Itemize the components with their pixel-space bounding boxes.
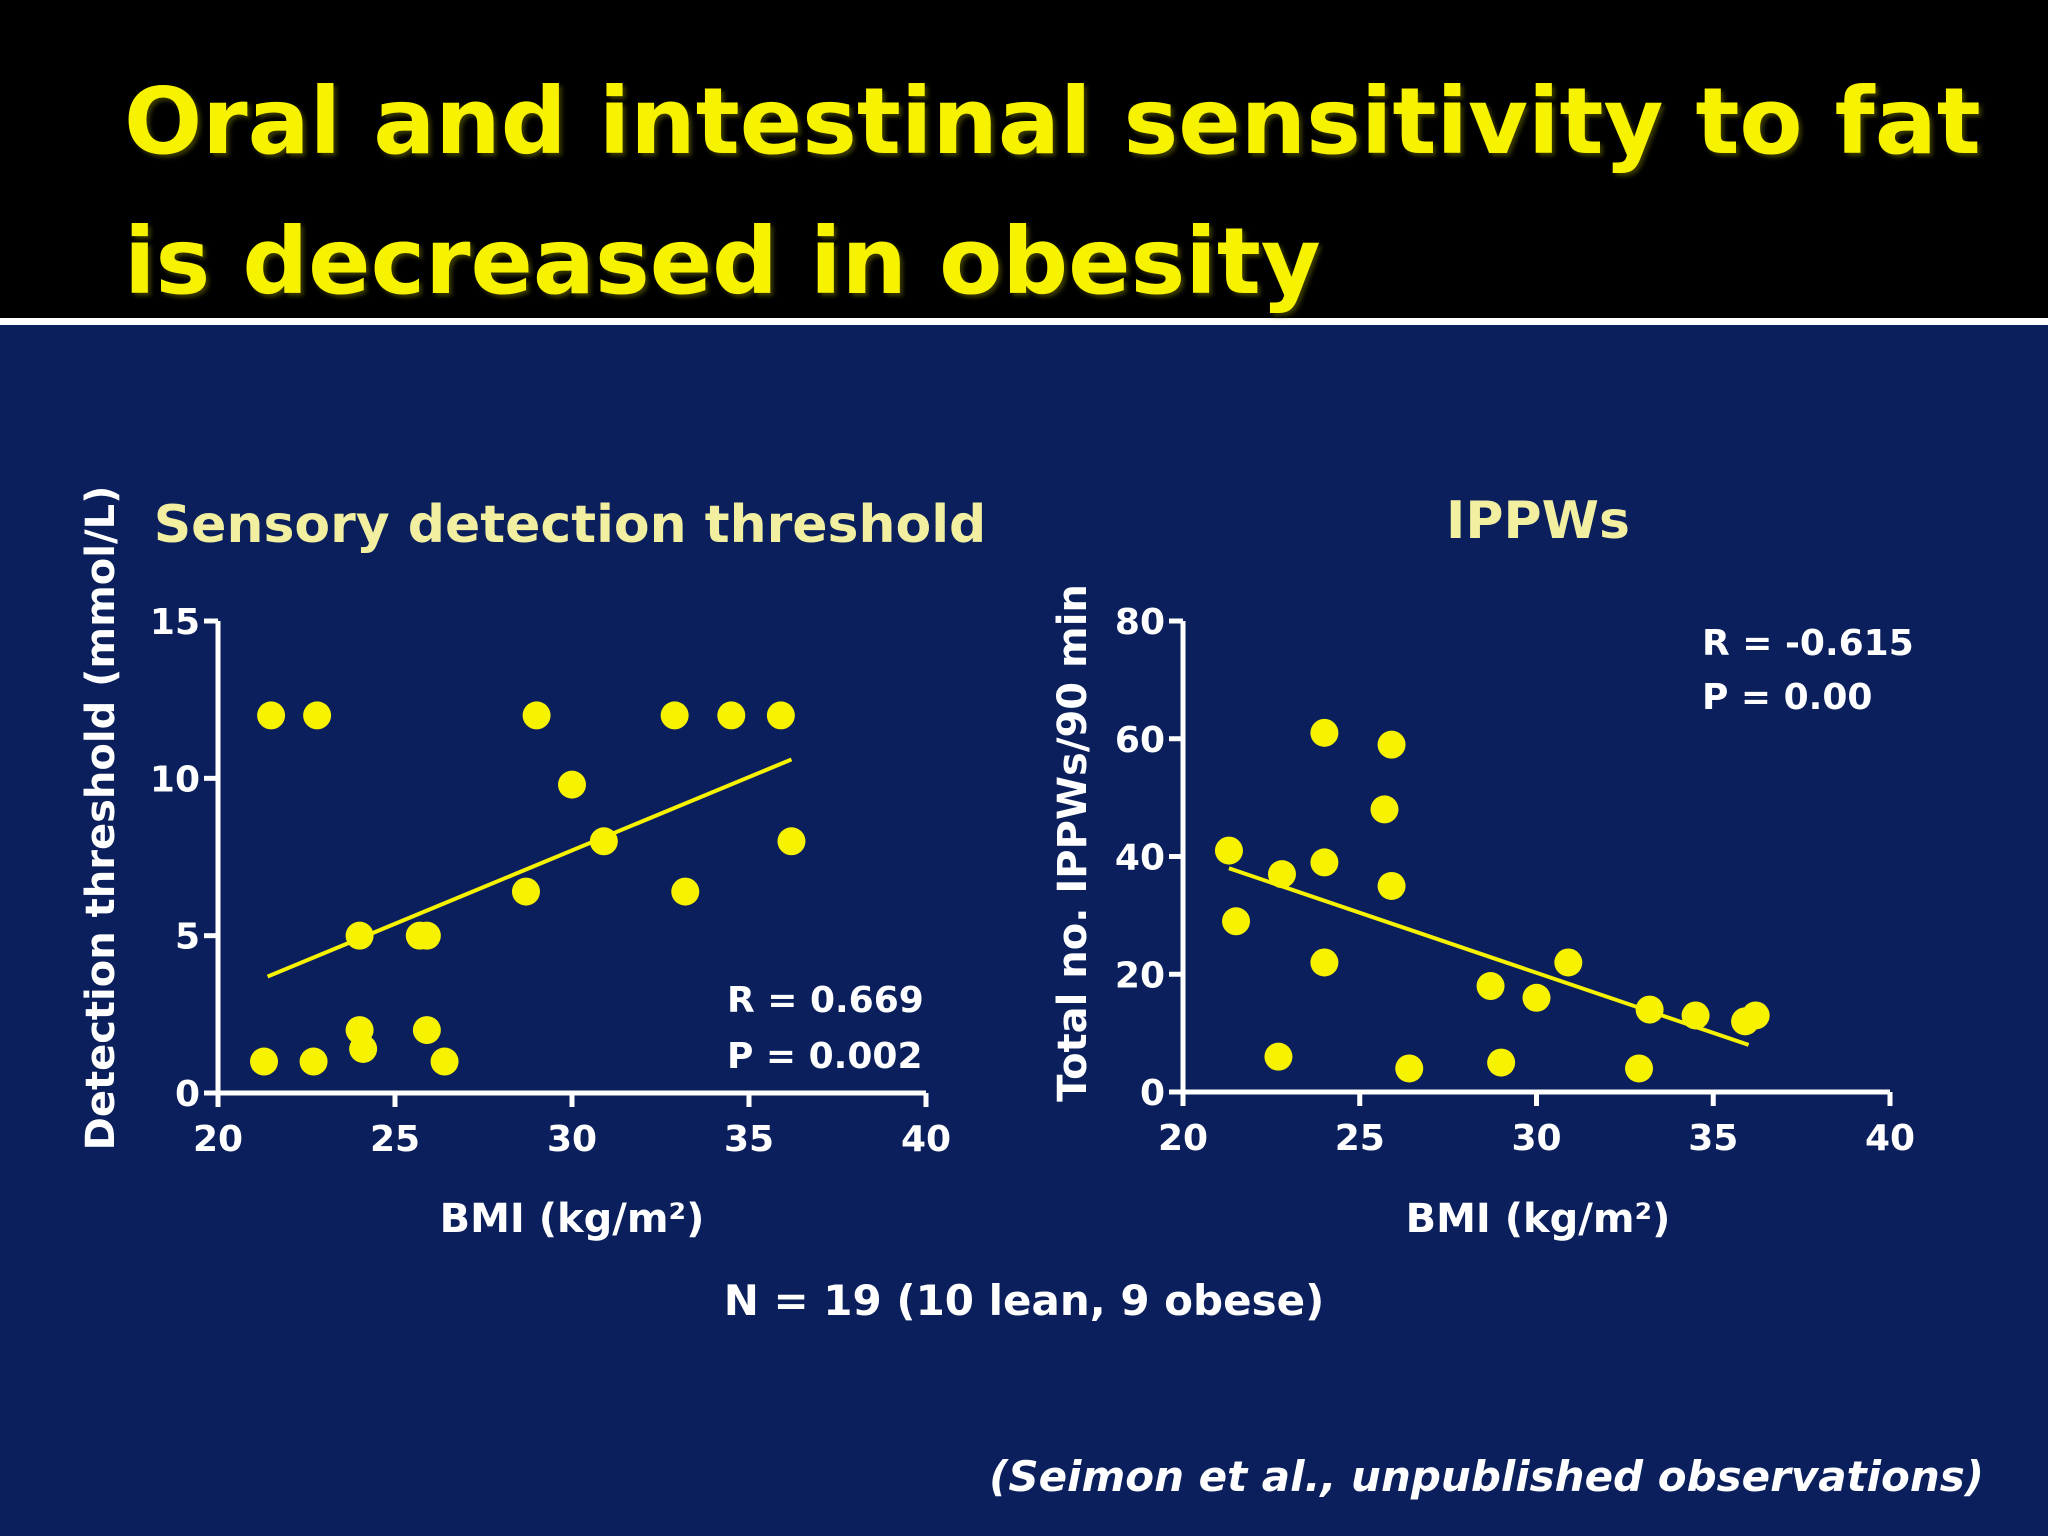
x-tick-label: 25 [370, 1119, 420, 1160]
data-point [299, 1047, 328, 1076]
title-band [0, 0, 2048, 318]
x-tick-label: 35 [1688, 1118, 1738, 1159]
x-tick-label: 20 [193, 1119, 243, 1160]
data-point [1310, 948, 1339, 977]
data-point [1522, 983, 1551, 1012]
detection-threshold-chart: Sensory detection threshold BMI (kg/m²) … [78, 486, 986, 1242]
ippw-chart: IPPWs BMI (kg/m²) Total no. IPPWs/90 min… [1050, 491, 1915, 1242]
data-point [412, 921, 441, 950]
data-point [1222, 907, 1251, 936]
chart-title: IPPWs [1446, 491, 1630, 551]
data-point [345, 921, 374, 950]
y-tick-label: 40 [1115, 838, 1165, 879]
y-tick-label: 0 [1140, 1073, 1165, 1114]
y-tick-label: 15 [150, 602, 200, 643]
title-divider [0, 318, 2048, 325]
axes: 20 25 30 35 40 0 5 10 15 [150, 602, 951, 1160]
data-point [511, 877, 540, 906]
trend-line [266, 757, 793, 979]
data-point [1264, 1042, 1293, 1071]
x-tick-label: 35 [724, 1119, 774, 1160]
x-tick-label: 30 [547, 1119, 597, 1160]
data-point [1625, 1054, 1654, 1083]
data-point [412, 1016, 441, 1045]
data-point [349, 1034, 378, 1063]
data-point [1370, 795, 1399, 824]
data-point [766, 701, 795, 730]
data-point [558, 770, 586, 799]
data-point [1377, 730, 1406, 759]
sample-size-note: N = 19 (10 lean, 9 obese) [723, 1276, 1325, 1325]
data-point [303, 701, 332, 730]
data-point [430, 1047, 459, 1076]
y-axis-label: Total no. IPPWs/90 min [1050, 584, 1096, 1102]
data-point [589, 827, 618, 856]
data-point [1554, 948, 1583, 977]
data-point [1395, 1054, 1424, 1083]
slide-title: Oral and intestinal sensitivity to fat i… [124, 52, 2004, 332]
slide-title-line-1: Oral and intestinal sensitivity to fat [124, 68, 1981, 175]
data-point [777, 827, 806, 856]
r-value: R = 0.669 [727, 980, 924, 1021]
y-axis-label: Detection threshold (mmol/L) [78, 486, 124, 1151]
y-tick-label: 10 [150, 759, 200, 800]
data-point [717, 701, 746, 730]
data-point [1476, 972, 1505, 1001]
data-point [671, 877, 700, 906]
x-tick-label: 25 [1335, 1118, 1385, 1159]
x-tick-label: 40 [901, 1119, 951, 1160]
citation: (Seimon et al., unpublished observations… [989, 1452, 1984, 1501]
data-points [1214, 718, 1770, 1083]
y-tick-label: 20 [1115, 955, 1165, 996]
data-point [1310, 848, 1339, 877]
data-point [660, 701, 689, 730]
y-tick-label: 60 [1115, 720, 1165, 761]
x-tick-label: 40 [1865, 1118, 1915, 1159]
data-point [257, 701, 286, 730]
x-axis-label: BMI (kg/m²) [1406, 1196, 1671, 1242]
y-tick-label: 5 [175, 917, 200, 958]
x-tick-label: 20 [1158, 1118, 1208, 1159]
p-value: P = 0.002 [727, 1036, 923, 1077]
trend-line [1228, 866, 1750, 1047]
data-point [1310, 718, 1339, 747]
slide-title-line-2: is decreased in obesity [124, 208, 1321, 315]
data-point [1214, 836, 1243, 865]
y-tick-label: 80 [1115, 602, 1165, 643]
r-value: R = -0.615 [1702, 623, 1914, 664]
data-point [1267, 860, 1296, 889]
data-point [1635, 995, 1664, 1024]
data-points [250, 701, 806, 1076]
data-point [1487, 1048, 1516, 1077]
data-point [250, 1047, 279, 1076]
chart-title: Sensory detection threshold [154, 495, 987, 555]
data-point [522, 701, 551, 730]
y-tick-label: 0 [175, 1074, 200, 1115]
x-tick-label: 30 [1511, 1118, 1561, 1159]
x-axis-label: BMI (kg/m²) [440, 1196, 705, 1242]
p-value: P = 0.00 [1702, 677, 1872, 718]
data-point [1741, 1001, 1770, 1030]
data-point [1377, 871, 1406, 900]
data-point [1681, 1001, 1710, 1030]
